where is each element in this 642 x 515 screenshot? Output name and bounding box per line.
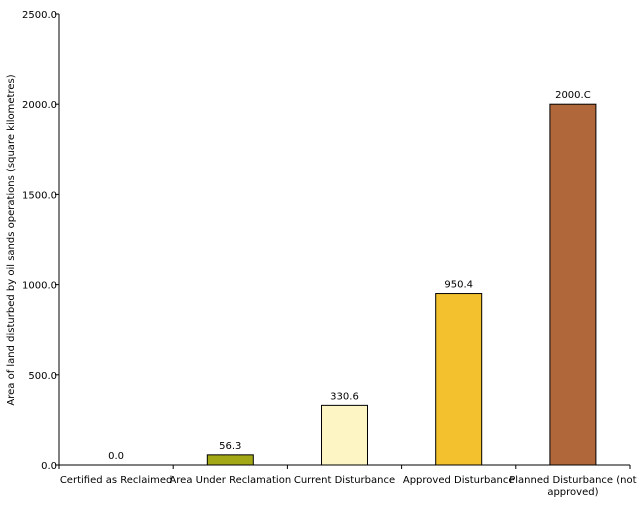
y-tick-label: 1500.0 bbox=[22, 190, 57, 201]
y-tick-label: 2000.0 bbox=[22, 100, 57, 111]
y-tick-label: 2500.0 bbox=[22, 10, 57, 21]
data-label: 950.4 bbox=[444, 280, 473, 291]
axes: 0.0 500.0 1000.0 1500.0 2000.0 2500.0 bbox=[22, 10, 631, 472]
x-tick-label: Approved Disturbance bbox=[403, 475, 515, 486]
x-tick-label: Current Disturbance bbox=[294, 475, 395, 486]
y-tick-label: 1000.0 bbox=[22, 281, 57, 292]
bar bbox=[435, 293, 483, 466]
x-tick-label: Area Under Reclamation bbox=[169, 475, 291, 486]
data-label: 0.0 bbox=[108, 451, 124, 462]
x-tick-label: Certified as Reclaimed bbox=[60, 475, 173, 486]
data-label: 2000.C bbox=[555, 90, 591, 101]
y-tick-label: 0.0 bbox=[41, 461, 57, 472]
data-label: 330.6 bbox=[330, 391, 359, 402]
data-label: 56.3 bbox=[219, 441, 241, 452]
bar bbox=[321, 404, 368, 466]
y-tick-label: 500.0 bbox=[28, 371, 57, 382]
bar bbox=[549, 103, 597, 466]
labels: 0.0 Certified as Reclaimed 56.3 Area Under … bbox=[60, 90, 637, 498]
bar bbox=[206, 454, 254, 466]
bars bbox=[206, 103, 597, 466]
x-tick-label: Planned Disturbance (not approved) bbox=[509, 475, 636, 498]
y-axis-title: Area of land disturbed by oil sands oper… bbox=[6, 74, 17, 405]
